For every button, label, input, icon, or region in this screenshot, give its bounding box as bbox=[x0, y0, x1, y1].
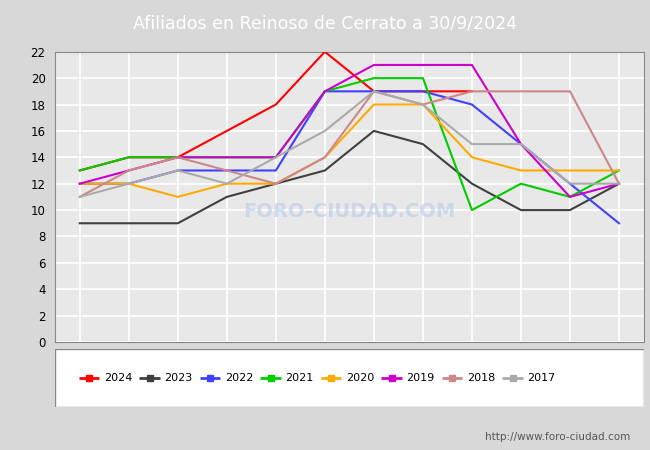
Text: 2020: 2020 bbox=[346, 373, 374, 383]
Text: 2018: 2018 bbox=[467, 373, 495, 383]
Text: FORO-CIUDAD.COM: FORO-CIUDAD.COM bbox=[243, 202, 456, 221]
Text: 2022: 2022 bbox=[225, 373, 254, 383]
Text: 2024: 2024 bbox=[104, 373, 133, 383]
Text: 2017: 2017 bbox=[528, 373, 556, 383]
Text: http://www.foro-ciudad.com: http://www.foro-ciudad.com bbox=[486, 432, 630, 442]
Text: 2021: 2021 bbox=[285, 373, 314, 383]
Text: 2019: 2019 bbox=[407, 373, 435, 383]
FancyBboxPatch shape bbox=[55, 349, 644, 407]
Text: 2023: 2023 bbox=[164, 373, 193, 383]
Text: Afiliados en Reinoso de Cerrato a 30/9/2024: Afiliados en Reinoso de Cerrato a 30/9/2… bbox=[133, 14, 517, 33]
